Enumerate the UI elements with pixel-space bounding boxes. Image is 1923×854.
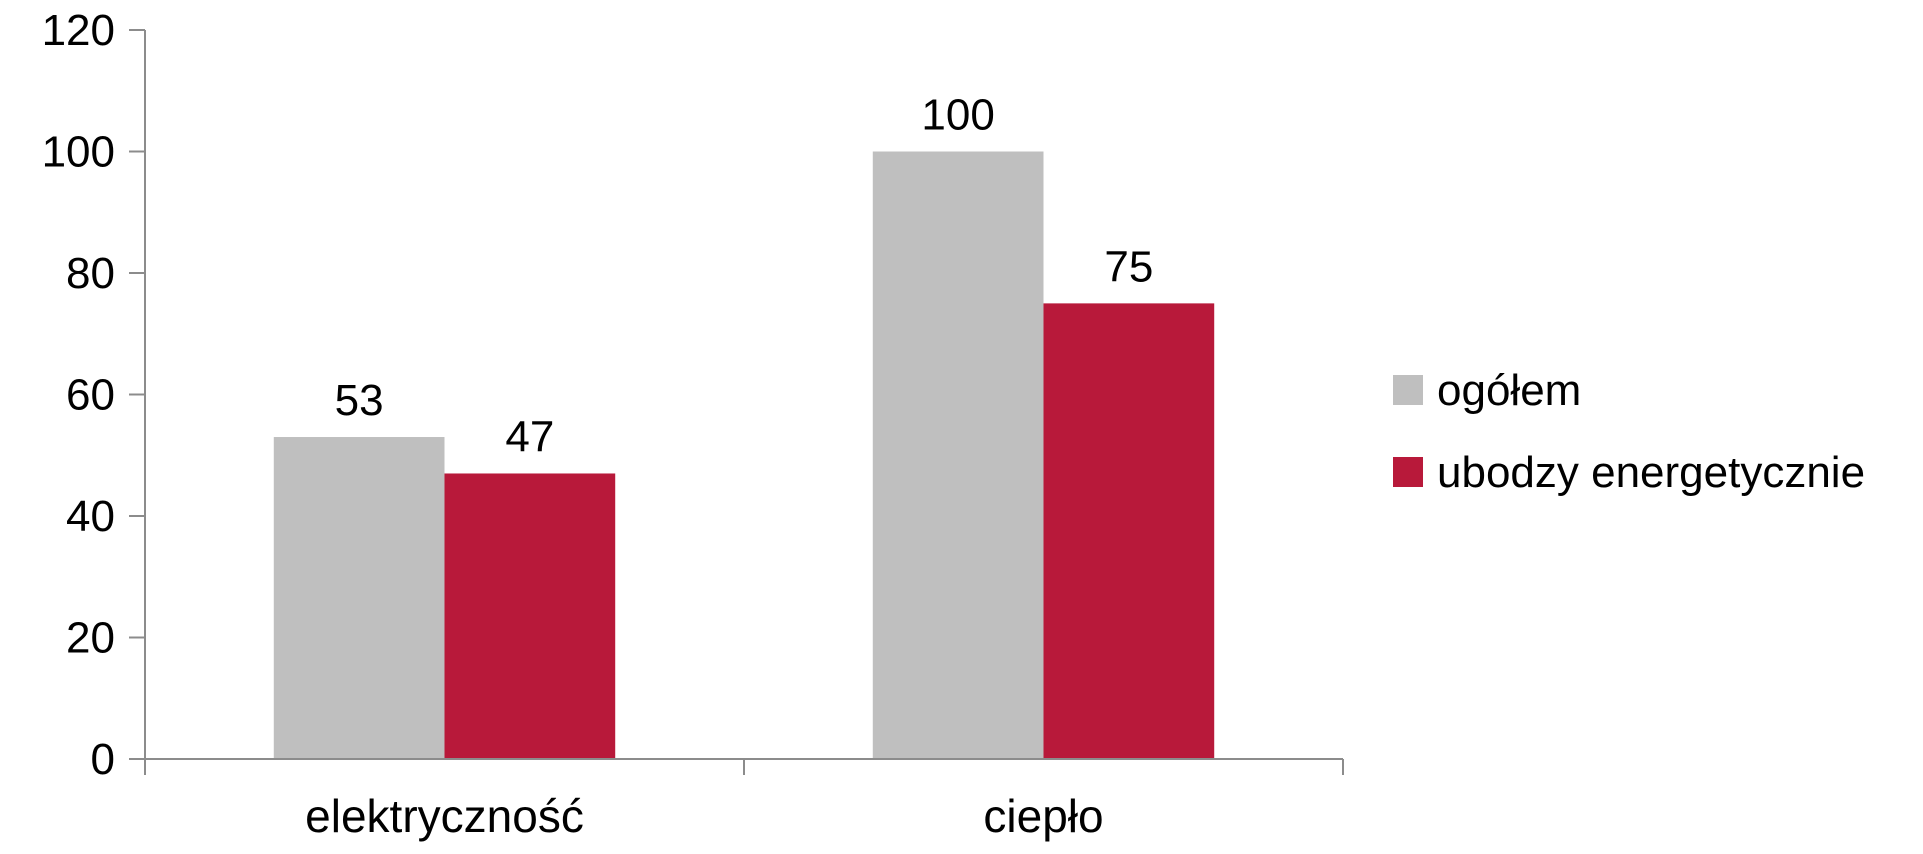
y-tick-label: 100: [42, 128, 115, 177]
x-category-label: elektryczność: [305, 790, 584, 842]
data-label: 100: [921, 91, 994, 140]
bar: [444, 473, 616, 759]
data-label: 53: [335, 376, 384, 425]
y-tick-label: 20: [66, 614, 115, 663]
data-labels: 53 47 100 75: [335, 91, 1154, 462]
bars: [273, 151, 1215, 759]
x-axis: elektryczność ciepło: [144, 758, 1344, 842]
x-category-label: ciepło: [983, 790, 1103, 842]
y-tick-label: 80: [66, 249, 115, 298]
y-tick-label: 120: [42, 6, 115, 55]
data-label: 47: [505, 412, 554, 461]
legend-swatch: [1393, 375, 1423, 405]
legend: ogółem ubodzy energetycznie: [1393, 366, 1865, 497]
y-axis: 0 20 40 60 80 100 120: [42, 6, 146, 784]
data-label: 75: [1104, 242, 1153, 291]
bar: [1043, 303, 1215, 759]
y-tick-label: 0: [91, 735, 115, 784]
legend-label: ubodzy energetycznie: [1437, 448, 1865, 497]
bar: [872, 151, 1044, 759]
y-tick-label: 40: [66, 492, 115, 541]
y-tick-label: 60: [66, 371, 115, 420]
legend-label: ogółem: [1437, 366, 1581, 415]
bar: [273, 437, 445, 759]
legend-swatch: [1393, 457, 1423, 487]
